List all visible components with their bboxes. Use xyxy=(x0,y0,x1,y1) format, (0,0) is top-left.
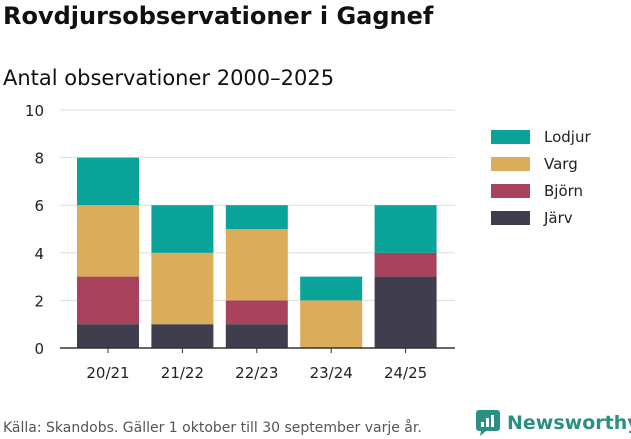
axis-layer: 0 2 4 6 8 10 20/21 21/22 22/23 23/24 24/25 xyxy=(25,102,455,382)
legend-item: Björn xyxy=(491,182,591,200)
y-tick-label: 6 xyxy=(34,197,44,215)
y-tick-label: 2 xyxy=(34,292,44,310)
bar-Varg-22/23 xyxy=(225,229,288,301)
newsworthy-logo-text: Newsworthy xyxy=(507,412,631,434)
bars-layer xyxy=(77,157,437,348)
legend-item: Lodjur xyxy=(491,128,591,146)
newsworthy-logo: Newsworthy xyxy=(475,409,631,437)
legend-swatch xyxy=(491,130,530,144)
y-tick-label: 4 xyxy=(34,245,44,263)
x-tick-label: 20/21 xyxy=(86,364,129,382)
legend-label: Varg xyxy=(544,155,578,173)
y-tick-label: 8 xyxy=(34,150,44,168)
x-tick-label: 21/22 xyxy=(161,364,204,382)
legend-item: Varg xyxy=(491,155,591,173)
bar-Lodjur-24/25 xyxy=(374,205,437,253)
legend-swatch xyxy=(491,157,530,171)
chart-subtitle: Antal observationer 2000–2025 xyxy=(3,66,335,90)
y-tick-label: 10 xyxy=(25,102,44,120)
newsworthy-logo-icon xyxy=(476,410,500,436)
bar-Lodjur-20/21 xyxy=(77,157,139,206)
chart-title: Rovdjursobservationer i Gagnef xyxy=(3,2,434,30)
bar-Varg-23/24 xyxy=(300,300,363,348)
x-tick-label: 24/25 xyxy=(384,364,427,382)
bar-Järv-20/21 xyxy=(77,324,139,348)
legend-label: Björn xyxy=(544,182,584,200)
legend-label: Järv xyxy=(544,209,573,227)
bar-Lodjur-23/24 xyxy=(300,276,363,301)
chart-legend: Lodjur Varg Björn Järv xyxy=(491,128,591,236)
source-note: Källa: Skandobs. Gäller 1 oktober till 3… xyxy=(3,420,422,436)
bar-Varg-20/21 xyxy=(77,205,139,277)
x-tick-label: 23/24 xyxy=(310,364,353,382)
legend-swatch xyxy=(491,184,530,198)
bar-Lodjur-22/23 xyxy=(225,205,288,229)
bar-Varg-21/22 xyxy=(151,252,214,325)
bar-Järv-24/25 xyxy=(374,276,437,348)
legend-swatch xyxy=(491,211,530,225)
bar-Björn-24/25 xyxy=(374,252,437,277)
bar-Lodjur-21/22 xyxy=(151,205,214,253)
y-tick-label: 0 xyxy=(34,340,44,358)
bar-Järv-21/22 xyxy=(151,324,214,348)
bar-Järv-22/23 xyxy=(225,324,288,348)
bar-Björn-22/23 xyxy=(225,300,288,325)
legend-label: Lodjur xyxy=(544,128,591,146)
bar-Björn-20/21 xyxy=(77,276,139,325)
legend-item: Järv xyxy=(491,209,591,227)
x-tick-label: 22/23 xyxy=(235,364,278,382)
